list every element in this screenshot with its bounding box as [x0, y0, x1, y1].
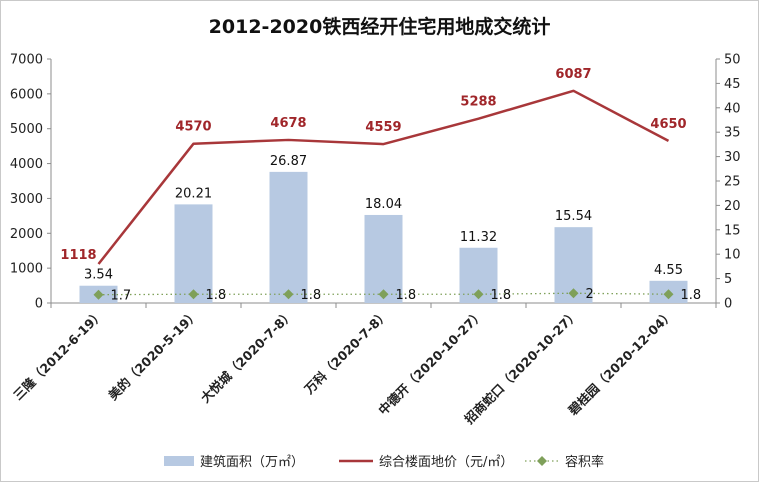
bar-area — [269, 171, 308, 303]
right-tick-label: 5 — [724, 272, 732, 287]
x-category-label: 三隆（2012-6-19） — [10, 307, 106, 403]
ratio-marker — [473, 289, 484, 300]
right-tick-label: 25 — [724, 175, 741, 190]
ratio-marker — [188, 289, 199, 300]
ratio-value-label: 1.8 — [206, 288, 227, 303]
ratio-marker — [663, 289, 674, 300]
bar-value-label: 26.87 — [270, 154, 307, 169]
left-tick-label: 2000 — [10, 227, 43, 242]
ratio-marker — [93, 289, 104, 300]
ratio-value-label: 2 — [586, 287, 594, 302]
bar-value-label: 11.32 — [460, 230, 497, 245]
left-tick-label: 5000 — [10, 122, 43, 137]
right-tick-label: 35 — [724, 126, 741, 141]
price-line — [97, 89, 670, 265]
left-tick-label: 6000 — [10, 87, 43, 102]
left-tick-label: 0 — [35, 297, 43, 312]
legend-ratio-label: 容积率 — [565, 454, 604, 470]
right-tick-label: 30 — [724, 150, 741, 165]
x-category-label: 大悦城（2020-7-8） — [198, 307, 297, 406]
right-tick-label: 15 — [724, 223, 741, 238]
ratio-marker — [378, 289, 389, 300]
legend-bar-label: 建筑面积（万㎡） — [200, 454, 304, 470]
bar-value-label: 20.21 — [175, 186, 212, 201]
left-tick-label: 3000 — [10, 192, 43, 207]
x-category-label: 招商蛇口（2020-10-27） — [461, 307, 581, 427]
left-tick-label: 1000 — [10, 262, 43, 277]
right-tick-label: 20 — [724, 199, 741, 214]
price-value-label: 1118 — [60, 248, 96, 263]
ratio-value-label: 1.8 — [396, 288, 417, 303]
ratio-value-label: 1.8 — [301, 288, 322, 303]
price-value-label: 4650 — [650, 117, 686, 132]
x-category-label: 中德开（2020-10-27） — [375, 307, 486, 418]
price-value-label: 4570 — [175, 120, 211, 135]
bar-value-label: 3.54 — [84, 268, 113, 283]
ratio-marker — [568, 288, 579, 299]
bar-value-label: 18.04 — [365, 197, 402, 212]
right-tick-label: 40 — [724, 101, 741, 116]
bar-area — [174, 204, 213, 303]
price-value-label: 4559 — [365, 120, 401, 135]
x-category-label: 碧桂园（2020-12-04） — [565, 307, 677, 419]
right-tick-label: 10 — [724, 248, 741, 263]
left-tick-label: 4000 — [10, 157, 43, 172]
ratio-marker — [283, 289, 294, 300]
ratio-value-label: 1.8 — [681, 288, 702, 303]
x-category-label: 美的（2020-5-19） — [105, 307, 201, 403]
bar-value-label: 15.54 — [555, 209, 592, 224]
ratio-value-label: 1.8 — [491, 288, 512, 303]
right-tick-label: 50 — [724, 53, 741, 68]
chart-title: 2012-2020铁西经开住宅用地成交统计 — [208, 16, 551, 38]
ratio-value-label: 1.7 — [111, 289, 132, 304]
legend-ratio-marker — [537, 456, 547, 466]
left-tick-label: 7000 — [10, 53, 43, 68]
price-value-label: 5288 — [460, 95, 496, 110]
bar-value-label: 4.55 — [654, 263, 683, 278]
right-tick-label: 0 — [724, 297, 732, 312]
bar-area — [364, 214, 403, 303]
legend-bar-swatch — [164, 456, 194, 466]
legend-price-label: 综合楼面地价（元/㎡） — [379, 455, 513, 470]
price-value-label: 6087 — [555, 67, 591, 82]
right-tick-label: 45 — [724, 77, 741, 92]
price-value-label: 4678 — [270, 116, 306, 131]
x-category-label: 万科（2020-7-8） — [301, 307, 392, 398]
